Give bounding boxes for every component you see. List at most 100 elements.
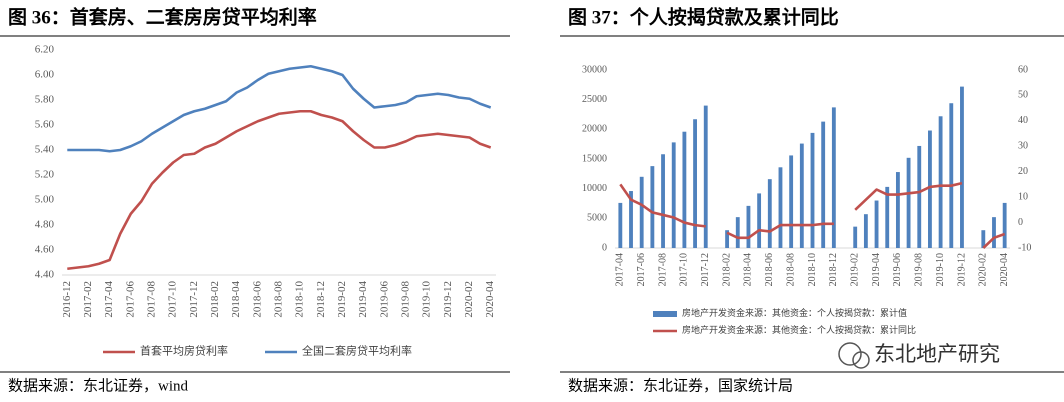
x-tick-label: 2017-10: [679, 253, 690, 286]
x-tick-label: 2018-04: [230, 281, 242, 318]
x-tick-label: 2017-06: [124, 281, 136, 318]
y-tick-label: 0: [602, 242, 607, 253]
x-tick-label: 2017-04: [615, 253, 626, 286]
x-tick-label: 2019-12: [956, 253, 967, 286]
y-tick-label: 15000: [582, 153, 607, 164]
bar: [629, 191, 633, 248]
x-tick-label: 2018-02: [209, 281, 221, 318]
y2-tick-label: -10: [1018, 242, 1031, 253]
x-tick-label: 2019-10: [935, 253, 946, 286]
bar: [789, 155, 794, 248]
y-tick-label: 4.60: [35, 244, 55, 256]
bar: [863, 214, 868, 248]
y-tick-label: 5.80: [35, 94, 55, 106]
bar: [639, 176, 644, 248]
y-tick-label: 5.20: [35, 169, 55, 181]
bar: [725, 230, 730, 248]
bar: [831, 107, 836, 248]
x-tick-label: 2017-06: [636, 253, 647, 286]
y-tick-label: 10000: [582, 183, 607, 194]
bar: [703, 105, 708, 248]
bar: [853, 226, 858, 248]
x-tick-label: 2019-12: [442, 281, 454, 318]
x-tick-label: 2019-06: [892, 253, 903, 286]
y2-tick-label: 30: [1018, 141, 1028, 152]
x-tick-label: 2018-02: [721, 253, 732, 286]
x-tick-label: 2018-04: [743, 253, 754, 286]
x-tick-label: 2020-02: [978, 253, 989, 286]
x-tick-label: 2018-10: [807, 253, 818, 286]
x-tick-label: 2018-10: [294, 281, 306, 318]
bar: [746, 205, 751, 248]
x-tick-label: 2016-12: [61, 281, 73, 318]
bar: [949, 103, 954, 248]
figure-title: 图 37：个人按揭贷款及累计同比: [568, 5, 839, 28]
bar: [778, 167, 783, 248]
y-tick-label: 5000: [587, 213, 607, 224]
y-tick-label: 20000: [582, 124, 607, 135]
x-tick-label: 2018-08: [273, 281, 285, 318]
figure-source: 数据来源：东北证券，wind: [8, 377, 189, 394]
bar: [650, 166, 655, 248]
bar: [618, 202, 623, 248]
watermark-icon: [838, 342, 870, 369]
bar: [1002, 202, 1007, 248]
x-tick-label: 2019-10: [421, 281, 433, 318]
y-tick-label: 25000: [582, 94, 607, 105]
x-tick-label: 2020-04: [999, 253, 1010, 286]
y2-tick-label: 0: [1018, 217, 1023, 228]
x-tick-label: 2017-12: [700, 253, 711, 286]
y-tick-label: 30000: [582, 64, 607, 75]
y2-tick-label: 10: [1018, 191, 1028, 202]
figure-title: 图 36：首套房、二套房房贷平均利率: [8, 5, 317, 28]
bar: [895, 172, 900, 248]
y2-tick-label: 60: [1018, 64, 1028, 75]
bar: [917, 145, 922, 248]
y-tick-label: 4.80: [35, 219, 55, 231]
y-tick-label: 6.20: [35, 44, 55, 56]
bar: [735, 217, 740, 248]
x-tick-label: 2019-06: [378, 281, 390, 318]
bar: [671, 142, 676, 248]
x-tick-label: 2018-08: [785, 253, 796, 286]
bar: [799, 143, 804, 248]
x-tick-label: 2020-02: [463, 281, 475, 318]
bar: [928, 130, 932, 248]
x-tick-label: 2017-10: [167, 281, 179, 318]
bar: [960, 86, 964, 248]
x-tick-label: 2019-02: [849, 253, 860, 286]
bar: [906, 157, 911, 248]
x-tick-label: 2018-12: [828, 253, 839, 286]
x-tick-label: 2017-08: [146, 281, 158, 318]
series-line: [67, 64, 492, 153]
x-tick-label: 2017-02: [82, 281, 94, 318]
y-tick-label: 4.40: [35, 269, 55, 281]
y-tick-label: 5.60: [35, 119, 55, 131]
bar: [693, 119, 697, 248]
x-tick-label: 2019-08: [400, 281, 412, 318]
bar: [682, 131, 687, 248]
bar: [992, 217, 996, 248]
x-tick-label: 2017-04: [103, 281, 115, 318]
bar: [661, 154, 665, 248]
y-tick-label: 6.00: [35, 69, 55, 81]
x-tick-label: 2019-08: [914, 253, 925, 286]
y-tick-label: 5.40: [35, 144, 55, 156]
watermark: 东北地产研究: [874, 342, 1000, 366]
legend-label: 房地产开发资金来源：其他资金：个人按揭贷款：累计同比: [682, 324, 916, 335]
x-tick-label: 2019-02: [336, 281, 348, 318]
bar: [885, 186, 890, 248]
legend-label: 首套平均房贷利率: [140, 344, 228, 358]
x-tick-label: 2018-12: [315, 281, 327, 318]
bar: [874, 200, 879, 248]
bar: [821, 121, 826, 248]
figure-source: 数据来源：东北证券，国家统计局: [568, 377, 793, 394]
x-tick-label: 2018-06: [764, 253, 775, 286]
bar: [757, 193, 762, 248]
series-line: [67, 109, 492, 271]
bar: [810, 132, 815, 248]
x-tick-label: 2017-08: [657, 253, 668, 286]
x-tick-label: 2019-04: [871, 253, 882, 286]
x-tick-label: 2018-06: [251, 281, 263, 318]
